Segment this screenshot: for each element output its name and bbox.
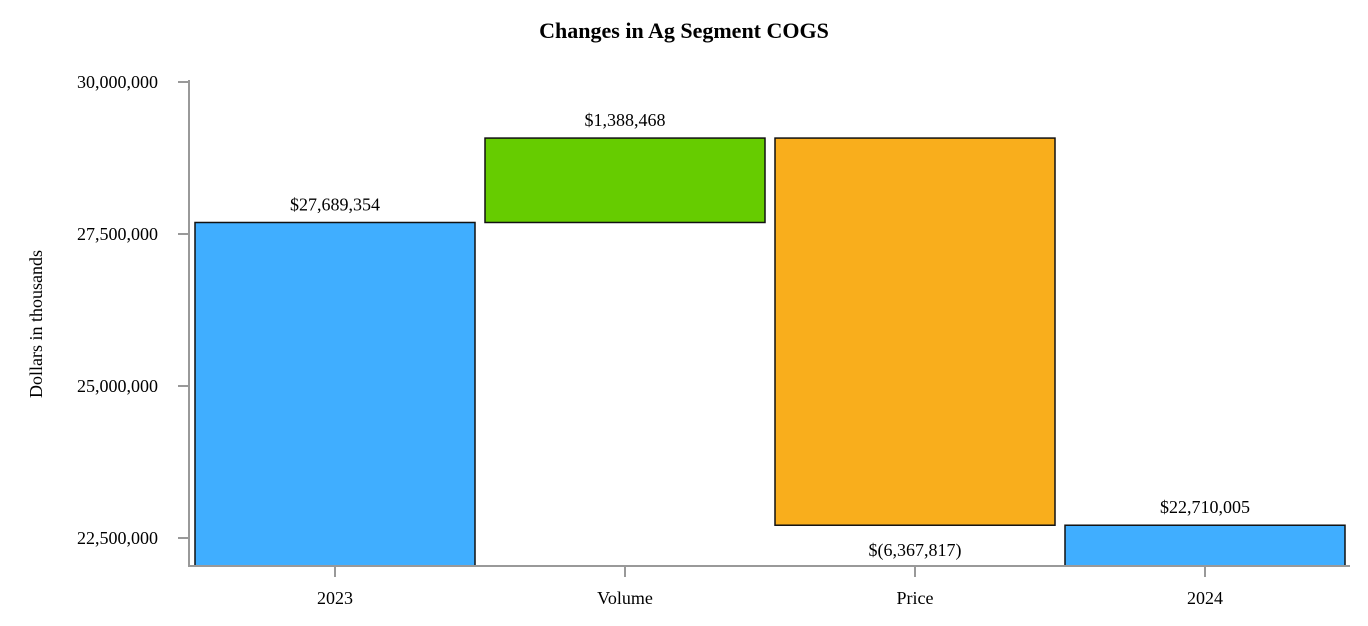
bar-volume [484,137,766,224]
y-tick-label: 22,500,000 [77,528,158,548]
y-axis-label: Dollars in thousands [26,250,46,398]
x-tick-label: 2023 [317,588,353,608]
bar-price [774,137,1056,526]
x-tick-label: Volume [597,588,653,608]
bar-2023 [194,221,476,567]
data-label: $22,710,005 [1160,497,1250,517]
data-label: $1,388,468 [585,110,666,130]
y-tick-label: 30,000,000 [77,72,158,92]
x-tick-label: 2024 [1187,588,1223,608]
y-tick-label: 27,500,000 [77,224,158,244]
bar-2024 [1064,524,1346,567]
data-label: $27,689,354 [290,194,380,214]
y-tick-label: 25,000,000 [77,376,158,396]
chart-title: Changes in Ag Segment COGS [539,18,829,43]
x-tick-label: Price [897,588,934,608]
data-label: $(6,367,817) [869,540,962,561]
